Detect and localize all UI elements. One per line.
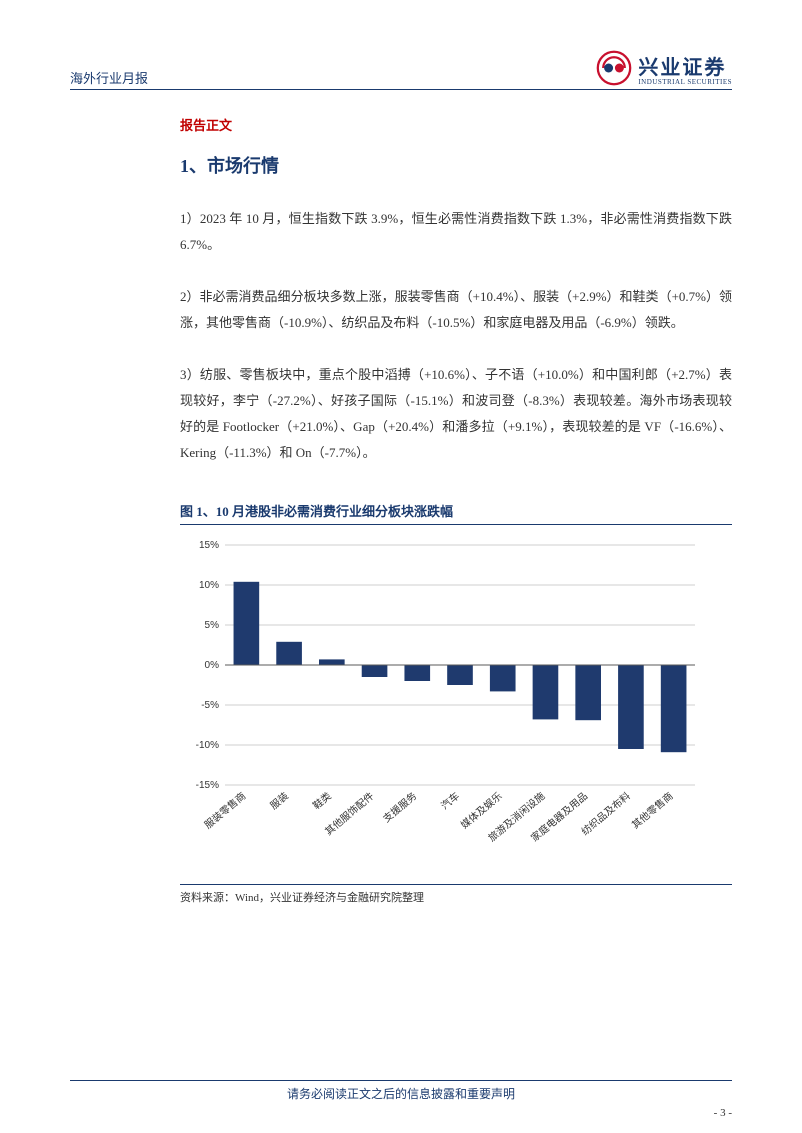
svg-text:10%: 10% xyxy=(199,580,219,591)
page-footer: 请务必阅读正文之后的信息披露和重要声明 xyxy=(70,1080,732,1103)
chart-block: 图 1、10 月港股非必需消费行业细分板块涨跌幅 -15% -10% -5% 0% 5%… xyxy=(180,501,732,905)
footer-disclaimer: 请务必阅读正文之后的信息披露和重要声明 xyxy=(287,1087,515,1101)
content-area: 报告正文 1、市场行情 1）2023 年 10 月，恒生指数下跌 3.9%，恒生… xyxy=(180,115,732,905)
svg-text:15%: 15% xyxy=(199,540,219,551)
section-label: 报告正文 xyxy=(180,115,732,134)
svg-text:-10%: -10% xyxy=(196,740,219,751)
section-heading: 1、市场行情 xyxy=(180,152,732,178)
company-name-cn: 兴业证券 xyxy=(638,51,732,80)
company-logo: 兴业证券 INDUSTRIAL SECURITIES xyxy=(596,50,732,86)
company-name-en: INDUSTRIAL SECURITIES xyxy=(638,78,732,86)
paragraph-3: 3）纺服、零售板块中，重点个股中滔搏（+10.6%）、子不语（+10.0%）和中… xyxy=(180,362,732,466)
svg-text:鞋类: 鞋类 xyxy=(310,789,334,812)
page-header: 海外行业月报 兴业证券 INDUSTRIAL SECURITIES xyxy=(70,50,732,90)
paragraph-2: 2）非必需消费品细分板块多数上涨，服装零售商（+10.4%）、服装（+2.9%）… xyxy=(180,284,732,336)
paragraph-1: 1）2023 年 10 月，恒生指数下跌 3.9%，恒生必需性消费指数下跌 1.… xyxy=(180,206,732,258)
svg-text:其他零售商: 其他零售商 xyxy=(629,789,676,831)
svg-text:0%: 0% xyxy=(205,660,220,671)
page-number: - 3 - xyxy=(714,1107,732,1119)
logo-icon xyxy=(596,50,632,86)
chart-source: 资料来源：Wind，兴业证券经济与金融研究院整理 xyxy=(180,889,732,905)
svg-text:服装: 服装 xyxy=(267,789,291,812)
chart-container: -15%-10%-5%0%5%10%15%服装零售商服装鞋类其他服饰配件支援服务… xyxy=(180,531,732,885)
svg-text:支援服务: 支援服务 xyxy=(380,789,419,825)
bar-chart-svg: -15%-10%-5%0%5%10%15%服装零售商服装鞋类其他服饰配件支援服务… xyxy=(180,535,705,875)
svg-text:-5%: -5% xyxy=(201,700,219,711)
svg-text:汽车: 汽车 xyxy=(438,789,462,812)
svg-text:-15%: -15% xyxy=(196,780,219,791)
svg-text:媒体及娱乐: 媒体及娱乐 xyxy=(458,789,505,831)
report-type-label: 海外行业月报 xyxy=(70,50,148,87)
svg-text:服装零售商: 服装零售商 xyxy=(202,789,249,831)
chart-title: 图 1、10 月港股非必需消费行业细分板块涨跌幅 xyxy=(180,501,732,525)
svg-text:5%: 5% xyxy=(205,620,220,631)
